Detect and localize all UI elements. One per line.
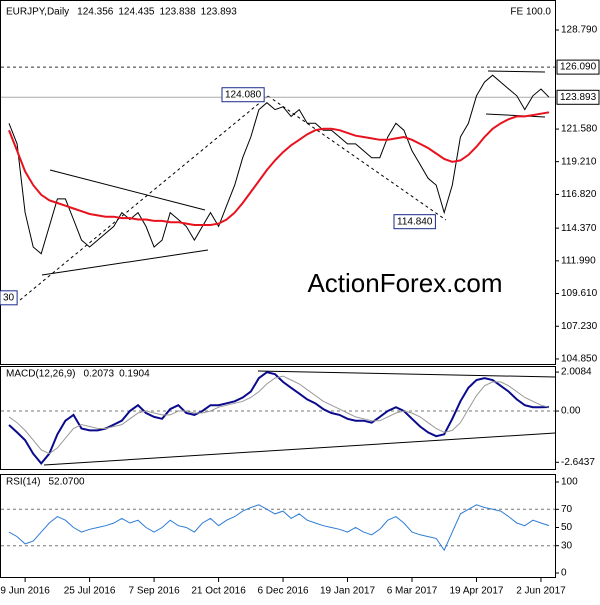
trend-line xyxy=(487,70,546,73)
annotation-box xyxy=(221,87,265,103)
y-tick-label: -2.6437 xyxy=(561,457,595,468)
x-tick-label: 19 Apr 2017 xyxy=(450,586,504,597)
x-tick-label: 9 Jun 2016 xyxy=(0,586,50,597)
y-tick-label: 111.990 xyxy=(561,255,596,266)
y-tick-label: 0 xyxy=(561,568,567,579)
watermark: ActionForex.com xyxy=(307,268,502,298)
y-tick-label: 50 xyxy=(561,522,573,533)
annotation-box xyxy=(393,214,436,230)
y-tick-label: 100 xyxy=(561,477,578,488)
trend-line xyxy=(257,370,556,378)
annotation-box xyxy=(0,290,18,306)
series-line xyxy=(8,504,550,552)
y-tick-label: 2.0084 xyxy=(561,367,592,378)
y-tick-label: 0.00 xyxy=(561,406,581,417)
reading: 0.1904 xyxy=(119,369,150,380)
x-tick-label: 6 Mar 2017 xyxy=(387,586,438,597)
panel-title: RSI(14) xyxy=(6,477,40,488)
panel-title: MACD(12,26,9) xyxy=(6,369,75,380)
x-tick-label: 6 Dec 2016 xyxy=(257,586,309,597)
x-tick-label: 2 Jun 2017 xyxy=(516,586,566,597)
reading: 124.435 xyxy=(118,7,155,18)
x-tick-label: 25 Jul 2016 xyxy=(64,586,116,597)
panel-title: EURJPY,Daily xyxy=(6,7,69,18)
annotation: 124.080 xyxy=(225,89,262,100)
series-line xyxy=(8,111,550,226)
rsi-panel xyxy=(0,474,556,578)
reading: 123.838 xyxy=(159,7,196,18)
y-tick-label: 121.580 xyxy=(561,124,598,135)
x-tick-label: 19 Jan 2017 xyxy=(320,586,375,597)
reading: 0.2073 xyxy=(83,369,114,380)
series-line xyxy=(8,371,550,465)
trend-line xyxy=(49,169,206,211)
trend-line xyxy=(485,113,546,118)
y-tick-label: 107.230 xyxy=(561,321,598,332)
y-tick-label: 109.610 xyxy=(561,288,598,299)
y-tick-label: 70 xyxy=(561,504,573,515)
marker-label: 126.090 xyxy=(560,62,597,73)
reading: 124.356 xyxy=(77,7,114,18)
y-tick-label: 116.820 xyxy=(561,189,597,200)
trend-lines xyxy=(19,70,556,466)
marker-box xyxy=(556,59,600,75)
reading: 123.893 xyxy=(201,7,238,18)
fib-line xyxy=(267,95,447,221)
annotation: 30 xyxy=(3,292,15,303)
series-line xyxy=(8,74,550,255)
y-tick-label: 114.370 xyxy=(561,223,597,234)
corner-note: FE 100.0 xyxy=(510,7,551,18)
trend-line xyxy=(43,432,556,466)
y-tick-label: 119.210 xyxy=(561,156,597,167)
macd-panel xyxy=(0,366,556,470)
annotation: 114.840 xyxy=(397,216,433,227)
marker-box xyxy=(556,89,600,105)
x-tick-label: 7 Sep 2016 xyxy=(128,586,180,597)
trend-line xyxy=(41,249,209,276)
x-tick-label: 21 Oct 2016 xyxy=(191,586,246,597)
price-panel xyxy=(0,0,556,365)
series-line xyxy=(8,375,550,455)
y-tick-label: 30 xyxy=(561,540,573,551)
fib-line xyxy=(19,95,269,301)
y-tick-label: 128.790 xyxy=(561,25,598,36)
reading: 52.0700 xyxy=(48,477,85,488)
marker-label: 123.893 xyxy=(560,92,597,103)
y-tick-label: 104.850 xyxy=(561,354,598,365)
